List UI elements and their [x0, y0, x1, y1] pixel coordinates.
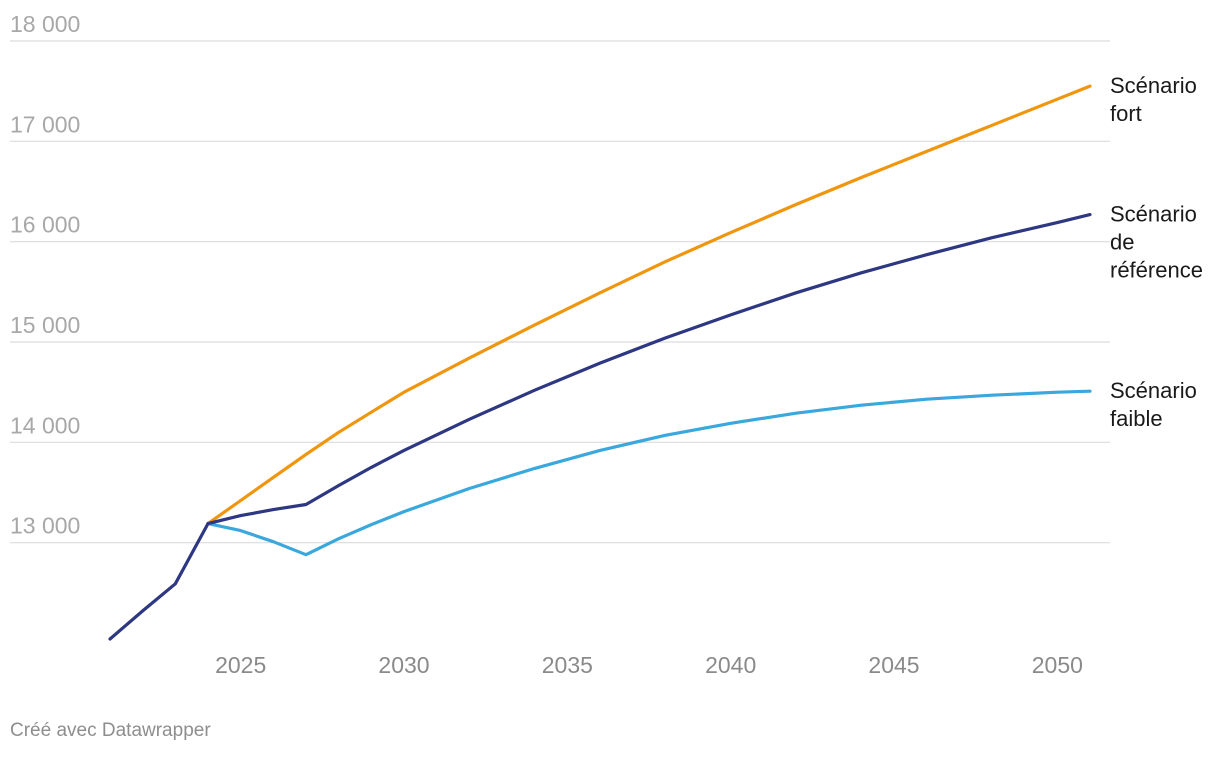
series-label: Scénario fort: [1110, 73, 1197, 126]
series-label: Scénario faible: [1110, 378, 1197, 431]
credit-text: Créé avec Datawrapper: [10, 720, 211, 741]
x-axis-ticks: 2025 2030 2035 2040 2045 2050: [215, 652, 1083, 678]
y-tick-label: 13 000: [10, 513, 80, 539]
series-lines: [108, 84, 1092, 641]
y-tick-label: 17 000: [10, 111, 80, 137]
series-line: [206, 84, 1092, 526]
historical-line: [108, 522, 210, 641]
y-tick-label: 16 000: [10, 212, 80, 238]
y-tick-label: 14 000: [10, 412, 80, 438]
series-line: [206, 213, 1092, 526]
y-axis-ticks: 13 000 14 000 15 000 16 000 17 000 18 000: [10, 11, 80, 539]
x-tick-label: 2025: [215, 652, 266, 678]
series-labels: Scénario fort Scénario de référence Scénario f…: [1110, 73, 1203, 431]
x-tick-label: 2035: [542, 652, 593, 678]
x-tick-label: 2040: [705, 652, 756, 678]
gridlines: [10, 40, 1110, 544]
x-tick-label: 2030: [378, 652, 429, 678]
x-tick-label: 2050: [1032, 652, 1083, 678]
x-tick-label: 2045: [868, 652, 919, 678]
series-label: Scénario de référence: [1110, 202, 1203, 283]
y-tick-label: 15 000: [10, 312, 80, 338]
series-line: [206, 389, 1092, 557]
y-tick-label: 18 000: [10, 11, 80, 37]
